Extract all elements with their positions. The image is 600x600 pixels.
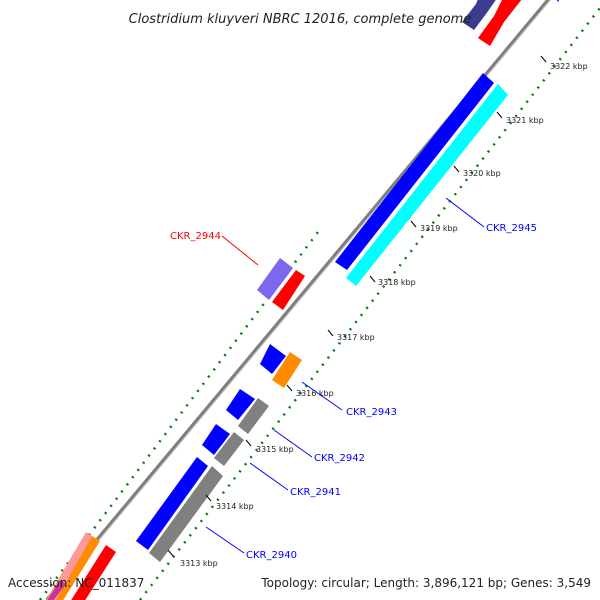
tick-mark	[540, 55, 547, 63]
tick-mark	[410, 220, 417, 228]
tick-label: 3314 kbp	[216, 502, 254, 511]
tick-label: 3316 kbp	[296, 389, 334, 398]
gene-label-ckr-2941[interactable]: CKR_2941	[290, 487, 341, 498]
feature-ckr-2945-blue	[335, 73, 494, 270]
leader-ckr-2945	[445, 197, 485, 228]
tick-label: 3315 kbp	[256, 445, 294, 454]
gene-label-ckr-2942[interactable]: CKR_2942	[314, 453, 365, 464]
feature-red-top	[478, 0, 522, 46]
feature-ckr-2943-orange	[272, 352, 302, 388]
map-title: Clostridium kluyveri NBRC 12016, complet…	[129, 12, 472, 27]
tick-mark	[205, 494, 212, 502]
leader-ckr-2940	[205, 526, 245, 554]
feature-navy-top	[462, 0, 496, 30]
tick-label: 3318 kbp	[378, 278, 416, 287]
feature-ckr-2942-blue	[226, 389, 255, 420]
leader-ckr-2942	[273, 429, 313, 458]
tick-group: 3322 kbp 3321 kbp 3320 kbp 3319 kbp 3318…	[167, 55, 588, 568]
feature-red-bottom	[71, 545, 116, 600]
feature-ckr-2942-gray	[238, 398, 269, 434]
tick-label: 3319 kbp	[420, 224, 458, 233]
leader-ckr-2941	[249, 462, 289, 491]
tick-mark	[245, 439, 252, 447]
gene-label-ckr-2944[interactable]: CKR_2944	[170, 231, 221, 242]
gene-label-ckr-2945[interactable]: CKR_2945	[486, 223, 537, 234]
tick-label: 3322 kbp	[550, 62, 588, 71]
tick-mark	[167, 549, 174, 557]
feature-ckr-2945-cyan	[346, 84, 508, 286]
tick-label: 3317 kbp	[337, 333, 375, 342]
tick-mark	[369, 275, 376, 283]
feature-blue-top-small	[556, 0, 559, 2]
gene-label-ckr-2943[interactable]: CKR_2943	[346, 407, 397, 418]
leader-ckr-2944	[221, 235, 259, 266]
feature-ckr-2940-blue	[136, 457, 208, 550]
feature-orange-bottom	[56, 536, 100, 600]
tick-mark	[453, 165, 460, 173]
leader-ckr-2943	[301, 381, 343, 411]
feature-ckr-2941-gray	[214, 432, 244, 466]
feature-magenta-bottom	[47, 580, 66, 600]
feature-ckr-2944-purple	[257, 258, 293, 300]
genome-summary-text: Topology: circular; Length: 3,896,121 bp…	[260, 576, 591, 590]
feature-ckr-2941-blue	[202, 424, 230, 455]
tick-label: 3321 kbp	[506, 116, 544, 125]
feature-ckr-2944-red	[272, 270, 305, 310]
scale-line-outer	[139, 7, 600, 600]
tick-label: 3320 kbp	[463, 169, 501, 178]
accession-text: Accession: NC_011837	[8, 576, 144, 590]
gene-label-ckr-2940[interactable]: CKR_2940	[246, 550, 297, 561]
tick-mark	[286, 384, 293, 392]
tick-mark	[496, 111, 503, 119]
feature-ckr-2940-gray	[149, 466, 223, 562]
tick-label: 3313 kbp	[180, 559, 218, 568]
tick-mark	[327, 329, 334, 337]
feature-ckr-2943-blue	[260, 344, 286, 374]
